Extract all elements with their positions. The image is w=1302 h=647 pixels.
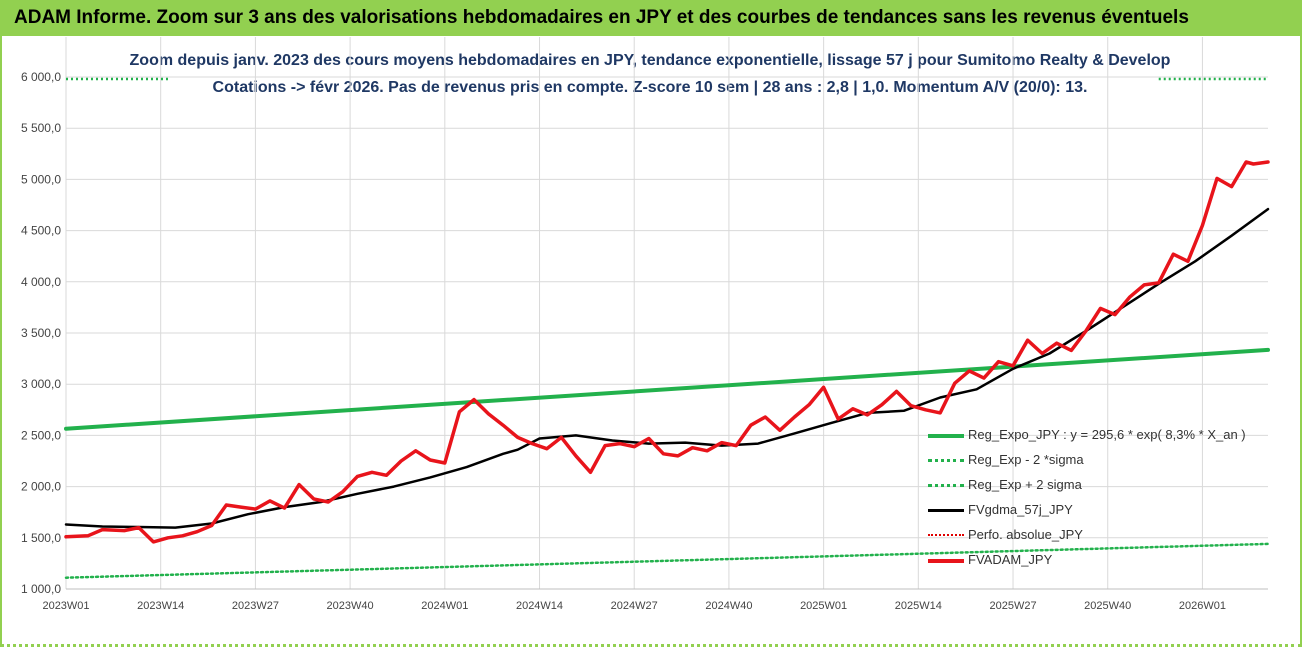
legend-label-fvgdma: FVgdma_57j_JPY xyxy=(968,502,1073,517)
y-tick-label: 1 500,0 xyxy=(21,531,61,545)
x-tick-label: 2023W14 xyxy=(137,600,184,612)
x-tick-label: 2025W40 xyxy=(1084,600,1131,612)
series-fvadam xyxy=(64,160,1270,544)
y-tick-label: 4 500,0 xyxy=(21,224,61,238)
y-tick-label: 3 500,0 xyxy=(21,326,61,340)
y-tick-label: 2 000,0 xyxy=(21,480,61,494)
x-tick-label: 2025W01 xyxy=(800,600,847,612)
chart-title-line2: Cotations -> févr 2026. Pas de revenus p… xyxy=(212,79,1088,96)
x-tick-label: 2024W40 xyxy=(705,600,752,612)
x-tick-label: 2026W01 xyxy=(1179,600,1226,612)
legend-swatch-reg-expo xyxy=(928,434,964,438)
legend-label-sigma-plus: Reg_Exp + 2 sigma xyxy=(968,477,1082,492)
legend-swatch-fvgdma xyxy=(928,509,964,512)
x-tick-label: 2023W40 xyxy=(327,600,374,612)
chart-frame xyxy=(0,36,1302,647)
series-lines xyxy=(64,77,1270,579)
y-tick-label: 3 000,0 xyxy=(21,377,61,391)
legend-swatch-sigma-plus xyxy=(928,484,964,487)
y-tick-label: 4 000,0 xyxy=(21,275,61,289)
chart-title-line1: Zoom depuis janv. 2023 des cours moyens … xyxy=(129,52,1171,69)
y-tick-label: 1 000,0 xyxy=(21,582,61,596)
legend-label-fvadam: FVADAM_JPY xyxy=(968,552,1053,567)
legend-label-perfo: Perfo. absolue_JPY xyxy=(968,527,1083,542)
x-tick-label: 2024W14 xyxy=(516,600,563,612)
y-tick-label: 2 500,0 xyxy=(21,428,61,442)
gridlines xyxy=(65,37,1268,590)
x-tick-label: 2023W27 xyxy=(232,600,279,612)
x-tick-label: 2025W14 xyxy=(895,600,942,612)
x-tick-label: 2024W27 xyxy=(611,600,658,612)
y-axis: 1 000,0 1 500,0 2 000,0 2 500,0 3 000,0 3 500… xyxy=(21,70,61,596)
series-fvgdma xyxy=(64,207,1270,529)
y-tick-label: 6 000,0 xyxy=(21,70,61,84)
y-tick-label: 5 500,0 xyxy=(21,121,61,135)
legend-swatch-sigma-minus xyxy=(928,459,964,462)
x-axis: 2023W01 2023W14 2023W27 2023W40 2024W01 2024W… xyxy=(42,588,1268,612)
x-tick-label: 2024W01 xyxy=(421,600,468,612)
legend-label-sigma-minus: Reg_Exp - 2 *sigma xyxy=(968,452,1084,467)
legend-label-reg-expo: Reg_Expo_JPY : y = 295,6 * exp( 8,3% * X… xyxy=(968,427,1246,442)
series-sigma-minus xyxy=(64,542,1270,579)
legend-swatch-fvadam xyxy=(928,559,964,563)
series-reg-expo xyxy=(64,347,1270,431)
x-tick-label: 2023W01 xyxy=(42,600,89,612)
banner-title: ADAM Informe. Zoom sur 3 ans des valoris… xyxy=(0,0,1302,36)
y-tick-label: 5 000,0 xyxy=(21,172,61,186)
x-tick-label: 2025W27 xyxy=(989,600,1036,612)
legend-swatch-perfo xyxy=(928,534,964,536)
